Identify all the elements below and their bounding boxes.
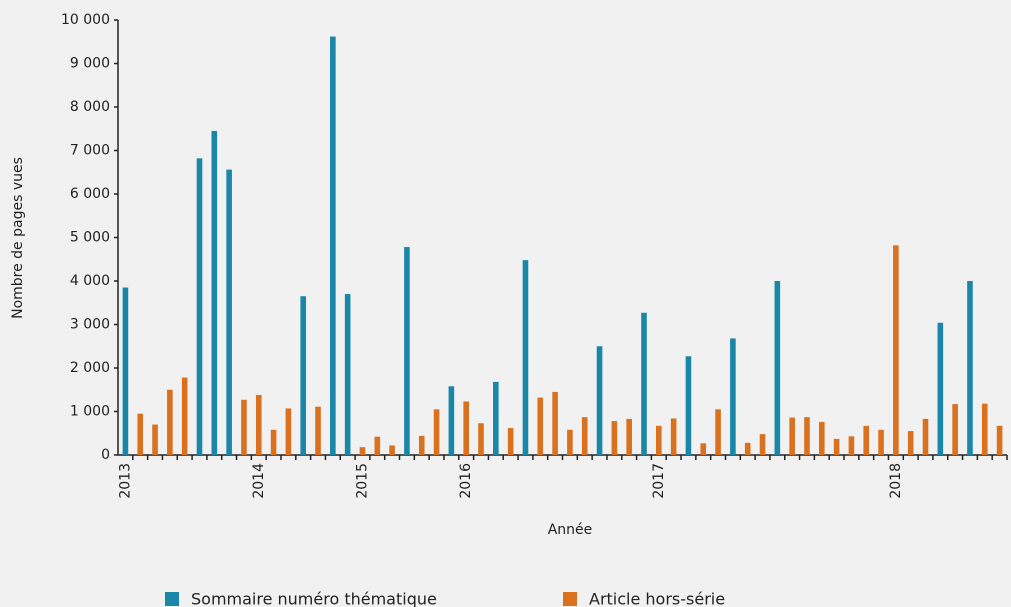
bar: [626, 418, 632, 455]
x-tick-label: 2014: [251, 463, 267, 499]
bar: [344, 294, 351, 455]
bar: [448, 386, 455, 455]
bar: [418, 435, 425, 455]
bar: [493, 381, 499, 455]
bar: [967, 281, 973, 455]
bar: [167, 389, 173, 455]
y-tick-label: 10 000: [61, 12, 110, 28]
bar: [552, 391, 558, 455]
bar: [122, 287, 129, 455]
bar: [152, 424, 158, 455]
x-tick-label: 2017: [651, 463, 667, 499]
bar: [774, 281, 781, 455]
bar: [893, 245, 899, 455]
bar: [641, 312, 647, 455]
y-tick-label: 7 000: [70, 143, 110, 159]
bar: [937, 322, 944, 455]
bar: [389, 445, 395, 455]
bar: [581, 417, 588, 455]
bar: [759, 434, 766, 455]
bar: [744, 442, 751, 455]
bar: [952, 404, 958, 455]
bar: [433, 409, 440, 455]
x-tick-label: 2018: [888, 463, 904, 499]
bar: [522, 260, 529, 455]
bar: [848, 436, 855, 455]
bar: [878, 429, 884, 455]
bar: [285, 408, 292, 455]
x-tick-label: 2013: [117, 463, 133, 499]
bar: [596, 346, 603, 455]
bar: [700, 443, 707, 455]
bar: [730, 338, 736, 455]
bar: [226, 169, 232, 455]
y-tick-label: 2 000: [70, 360, 110, 376]
bar: [241, 399, 247, 455]
bar: [789, 417, 795, 455]
bar: [270, 429, 277, 455]
x-tick-label: 2015: [354, 463, 370, 499]
legend-label: Sommaire numéro thématique: [191, 590, 437, 607]
bar: [804, 417, 810, 455]
bar: [300, 296, 307, 455]
bar: [863, 425, 870, 455]
bar: [507, 428, 514, 455]
x-axis-title: Année: [548, 522, 593, 538]
bar: [181, 377, 188, 455]
legend-swatch: [165, 592, 179, 606]
bar: [478, 423, 484, 455]
x-tick-label: 2016: [458, 463, 474, 499]
bar: [907, 431, 914, 455]
bar: [211, 130, 218, 456]
legend-label: Article hors-série: [589, 590, 725, 607]
y-tick-label: 5 000: [70, 230, 110, 246]
y-tick-label: 4 000: [70, 273, 110, 289]
bar: [374, 436, 381, 455]
y-tick-label: 3 000: [70, 317, 110, 333]
y-tick-label: 9 000: [70, 56, 110, 72]
bar: [567, 429, 573, 455]
bar: [611, 421, 618, 455]
bar: [196, 158, 203, 455]
bar: [463, 401, 469, 455]
bar: [670, 418, 677, 455]
bar: [715, 409, 721, 455]
bar: [981, 403, 988, 455]
y-tick-label: 8 000: [70, 99, 110, 115]
bar: [685, 356, 692, 455]
bar: [137, 413, 144, 455]
bar: [996, 425, 1003, 455]
y-tick-label: 1 000: [70, 404, 110, 420]
bar: [656, 425, 662, 455]
bar: [922, 418, 929, 455]
bar: [255, 394, 262, 455]
bar: [818, 421, 825, 455]
bar: [833, 438, 840, 455]
bar: [315, 406, 321, 455]
y-tick-label: 0: [101, 447, 110, 463]
y-tick-label: 6 000: [70, 186, 110, 202]
bar: [404, 247, 410, 455]
bar: [537, 397, 544, 455]
bar: [359, 447, 366, 455]
y-axis-title: Nombre de pages vues: [10, 157, 26, 319]
bar: [330, 36, 336, 455]
legend-swatch: [563, 592, 577, 606]
